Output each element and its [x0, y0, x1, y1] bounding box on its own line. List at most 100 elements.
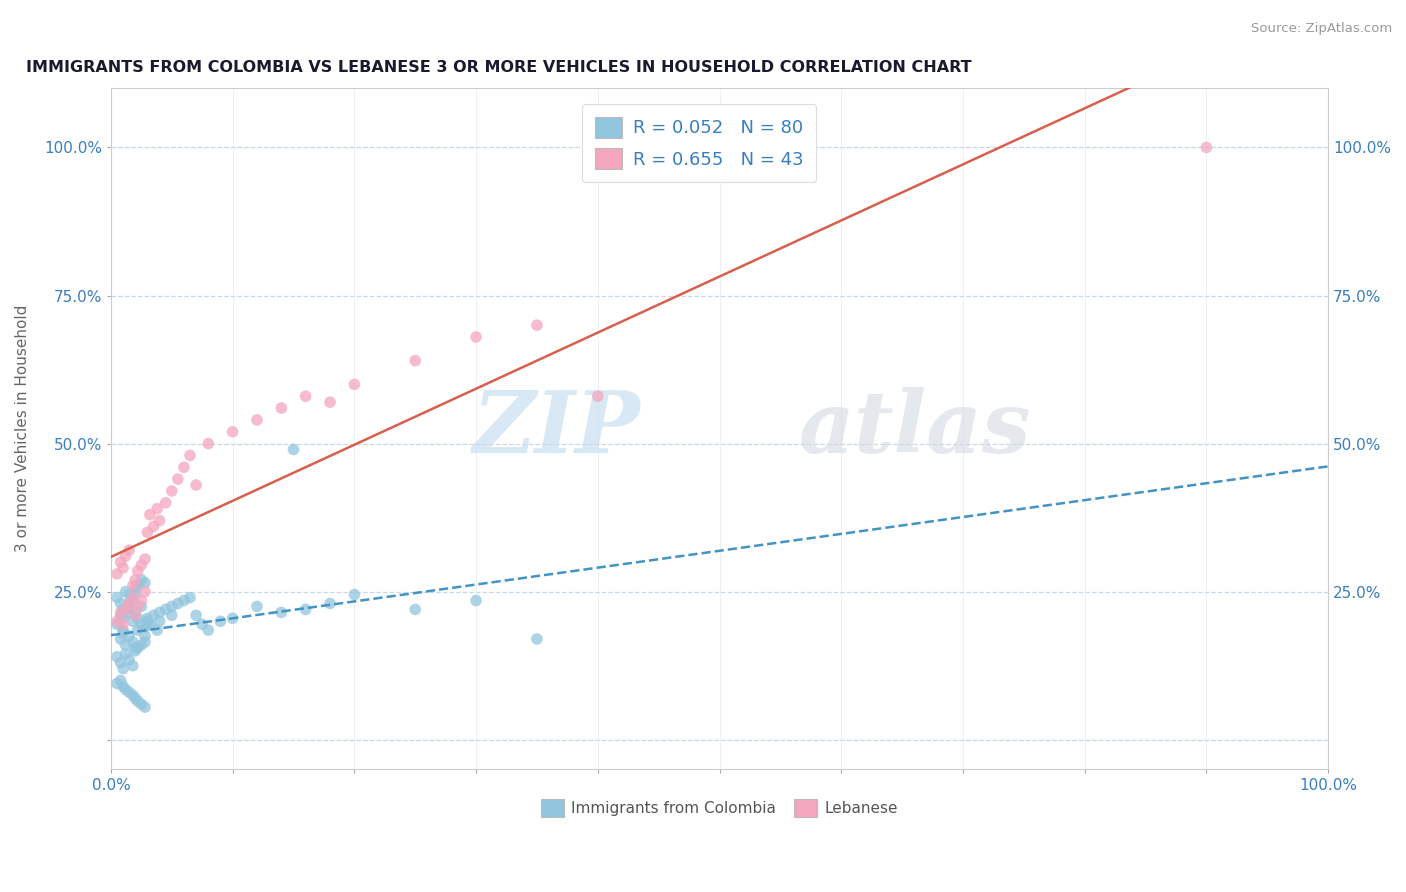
Point	[114, 602, 136, 616]
Point	[114, 647, 136, 661]
Point	[110, 673, 132, 688]
Point	[105, 591, 128, 605]
Point	[465, 330, 488, 344]
Point	[121, 579, 143, 593]
Point	[465, 593, 488, 607]
Point	[294, 389, 316, 403]
Point	[118, 606, 141, 620]
Point	[526, 632, 548, 646]
Point	[112, 623, 135, 637]
Point	[131, 697, 153, 711]
Point	[105, 649, 128, 664]
Point	[160, 483, 183, 498]
Point	[118, 685, 141, 699]
Point	[131, 599, 153, 614]
Point	[283, 442, 305, 457]
Point	[134, 584, 156, 599]
Point	[121, 688, 143, 702]
Point	[127, 564, 149, 578]
Point	[197, 436, 219, 450]
Point	[136, 525, 159, 540]
Point	[112, 680, 135, 694]
Point	[191, 617, 214, 632]
Point	[121, 635, 143, 649]
Point	[112, 626, 135, 640]
Point	[270, 606, 292, 620]
Point	[112, 611, 135, 625]
Point	[136, 611, 159, 625]
Point	[105, 617, 128, 632]
Point	[209, 614, 232, 628]
Point	[1195, 140, 1218, 154]
Point	[112, 662, 135, 676]
Point	[179, 449, 201, 463]
Point	[319, 395, 342, 409]
Point	[131, 573, 153, 587]
Point	[124, 588, 146, 602]
Point	[127, 640, 149, 655]
Point	[105, 676, 128, 690]
Point	[105, 614, 128, 628]
Point	[160, 599, 183, 614]
Point	[343, 588, 366, 602]
Point	[121, 591, 143, 605]
Point	[404, 353, 426, 368]
Y-axis label: 3 or more Vehicles in Household: 3 or more Vehicles in Household	[15, 305, 30, 552]
Point	[167, 472, 190, 486]
Point	[131, 638, 153, 652]
Point	[112, 602, 135, 616]
Point	[246, 599, 269, 614]
Point	[404, 602, 426, 616]
Point	[155, 602, 177, 616]
Point	[146, 623, 169, 637]
Point	[270, 401, 292, 415]
Point	[149, 514, 172, 528]
Point	[110, 606, 132, 620]
Point	[343, 377, 366, 392]
Point	[197, 623, 219, 637]
Point	[114, 549, 136, 563]
Text: IMMIGRANTS FROM COLOMBIA VS LEBANESE 3 OR MORE VEHICLES IN HOUSEHOLD CORRELATION: IMMIGRANTS FROM COLOMBIA VS LEBANESE 3 O…	[25, 60, 972, 75]
Point	[173, 593, 195, 607]
Point	[139, 508, 162, 522]
Point	[121, 658, 143, 673]
Text: atlas: atlas	[799, 387, 1031, 471]
Point	[105, 566, 128, 581]
Point	[136, 617, 159, 632]
Point	[142, 608, 165, 623]
Point	[184, 478, 207, 492]
Point	[112, 617, 135, 632]
Point	[118, 629, 141, 643]
Point	[124, 644, 146, 658]
Point	[127, 694, 149, 708]
Point	[118, 543, 141, 558]
Point	[127, 579, 149, 593]
Point	[124, 606, 146, 620]
Point	[319, 597, 342, 611]
Point	[114, 584, 136, 599]
Point	[149, 614, 172, 628]
Point	[124, 573, 146, 587]
Legend: Immigrants from Colombia, Lebanese: Immigrants from Colombia, Lebanese	[534, 793, 904, 823]
Point	[136, 614, 159, 628]
Text: Source: ZipAtlas.com: Source: ZipAtlas.com	[1251, 22, 1392, 36]
Point	[127, 611, 149, 625]
Point	[139, 617, 162, 632]
Point	[173, 460, 195, 475]
Point	[160, 608, 183, 623]
Point	[112, 561, 135, 575]
Point	[127, 599, 149, 614]
Point	[114, 638, 136, 652]
Point	[586, 389, 609, 403]
Point	[221, 611, 243, 625]
Point	[179, 591, 201, 605]
Point	[110, 656, 132, 670]
Point	[110, 555, 132, 569]
Point	[121, 614, 143, 628]
Point	[114, 682, 136, 697]
Point	[121, 593, 143, 607]
Point	[124, 608, 146, 623]
Point	[149, 606, 172, 620]
Text: ZIP: ZIP	[472, 387, 640, 471]
Point	[221, 425, 243, 439]
